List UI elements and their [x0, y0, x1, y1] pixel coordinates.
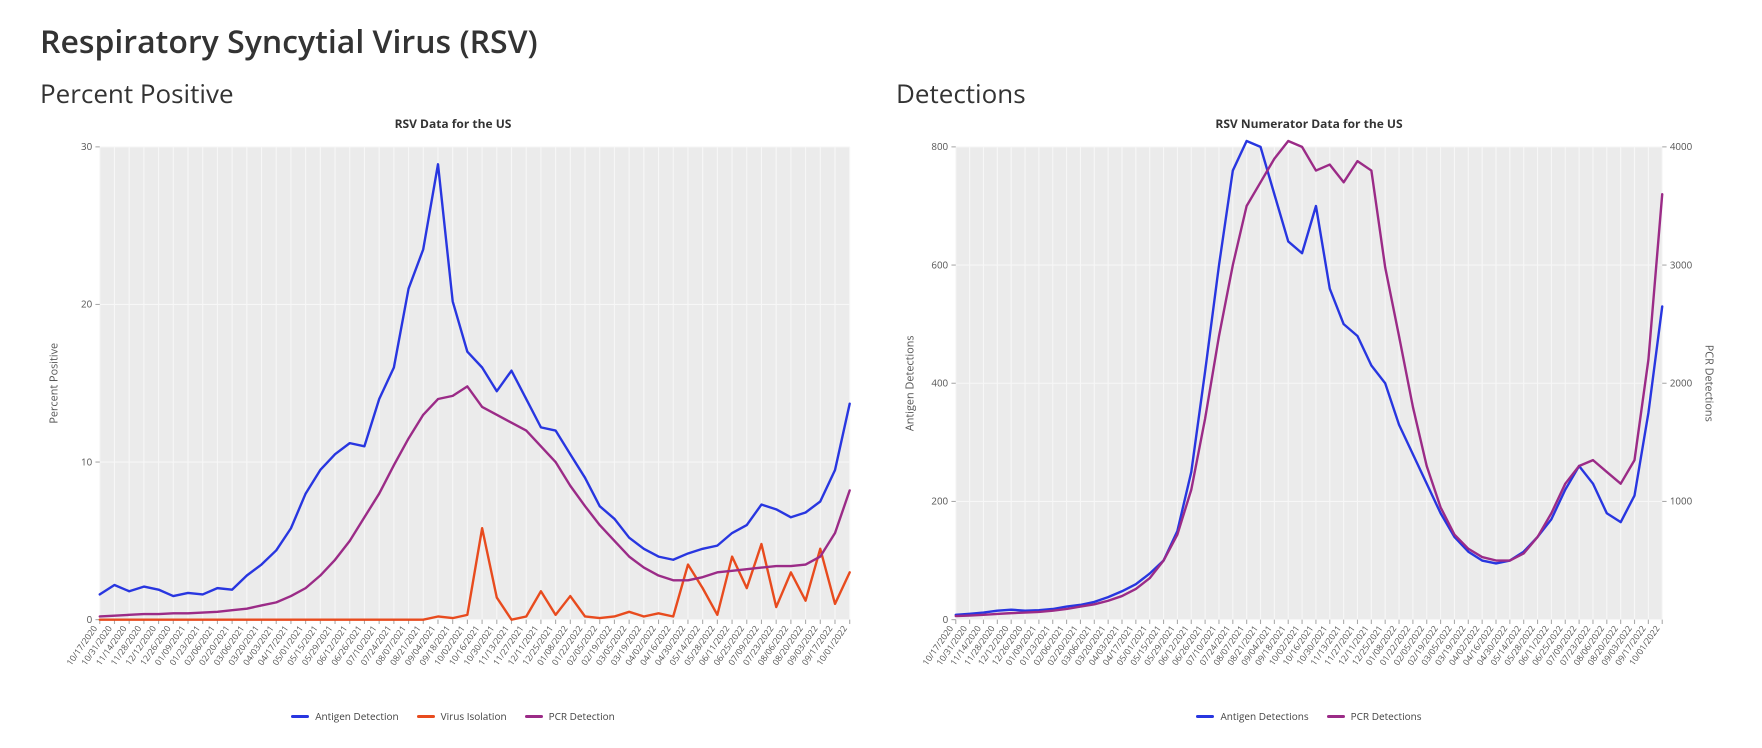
svg-text:3000: 3000 — [1670, 258, 1693, 271]
svg-text:400: 400 — [931, 377, 948, 390]
left-chart-col: Percent Positive RSV Data for the US 010… — [40, 75, 866, 723]
right-section-title: Detections — [896, 75, 1722, 111]
legend-item: Antigen Detection — [291, 709, 398, 723]
legend-swatch — [291, 715, 309, 718]
svg-text:20: 20 — [81, 298, 93, 311]
svg-text:10: 10 — [81, 455, 93, 468]
left-plot-wrap: 0102030Percent Positive10/17/202010/31/2… — [40, 136, 866, 701]
legend-swatch — [417, 715, 435, 718]
legend-swatch — [1327, 715, 1345, 718]
right-chart-title: RSV Numerator Data for the US — [896, 115, 1722, 132]
legend-label: PCR Detections — [1351, 709, 1422, 723]
legend-label: Antigen Detections — [1220, 709, 1308, 723]
svg-text:200: 200 — [931, 495, 948, 508]
legend-item: PCR Detections — [1327, 709, 1422, 723]
svg-text:1000: 1000 — [1670, 495, 1693, 508]
right-chart-col: Detections RSV Numerator Data for the US… — [896, 75, 1722, 723]
legend-label: PCR Detection — [549, 709, 615, 723]
left-plot: 0102030Percent Positive10/17/202010/31/2… — [40, 136, 866, 701]
svg-text:600: 600 — [931, 258, 948, 271]
charts-row: Percent Positive RSV Data for the US 010… — [40, 75, 1722, 723]
legend-label: Virus Isolation — [441, 709, 507, 723]
svg-text:800: 800 — [931, 140, 948, 153]
legend-swatch — [525, 715, 543, 718]
legend-swatch — [1196, 715, 1214, 718]
svg-text:Antigen Detections: Antigen Detections — [902, 335, 917, 431]
page-title: Respiratory Syncytial Virus (RSV) — [40, 20, 1722, 63]
svg-text:30: 30 — [81, 140, 93, 153]
svg-text:4000: 4000 — [1670, 140, 1693, 153]
svg-text:2000: 2000 — [1670, 377, 1693, 390]
right-plot-wrap: 02004006008001000200030004000PCR Detecti… — [896, 136, 1722, 701]
left-legend: Antigen Detection Virus Isolation PCR Dete… — [40, 709, 866, 723]
left-chart-title: RSV Data for the US — [40, 115, 866, 132]
legend-item: Virus Isolation — [417, 709, 507, 723]
right-legend: Antigen Detections PCR Detections — [896, 709, 1722, 723]
svg-text:Percent Positive: Percent Positive — [46, 343, 61, 424]
legend-label: Antigen Detection — [315, 709, 398, 723]
legend-item: Antigen Detections — [1196, 709, 1308, 723]
right-plot: 02004006008001000200030004000PCR Detecti… — [896, 136, 1722, 701]
left-section-title: Percent Positive — [40, 75, 866, 111]
legend-item: PCR Detection — [525, 709, 615, 723]
svg-text:PCR Detections: PCR Detections — [1702, 345, 1717, 422]
